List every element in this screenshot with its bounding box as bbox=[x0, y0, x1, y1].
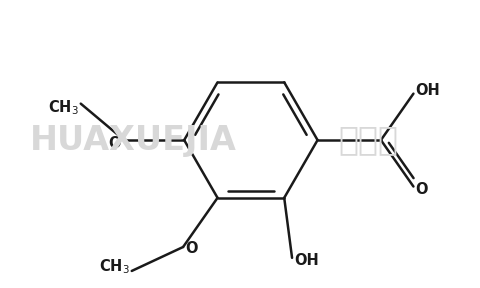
Text: OH: OH bbox=[415, 83, 440, 98]
Text: HUAXUEJIA: HUAXUEJIA bbox=[30, 124, 237, 157]
Text: 化学加: 化学加 bbox=[338, 124, 398, 157]
Text: CH$_3$: CH$_3$ bbox=[48, 99, 79, 118]
Text: CH$_3$: CH$_3$ bbox=[99, 257, 130, 276]
Text: O: O bbox=[185, 241, 198, 256]
Text: OH: OH bbox=[294, 253, 319, 268]
Text: O: O bbox=[109, 136, 121, 151]
Text: O: O bbox=[415, 182, 428, 197]
